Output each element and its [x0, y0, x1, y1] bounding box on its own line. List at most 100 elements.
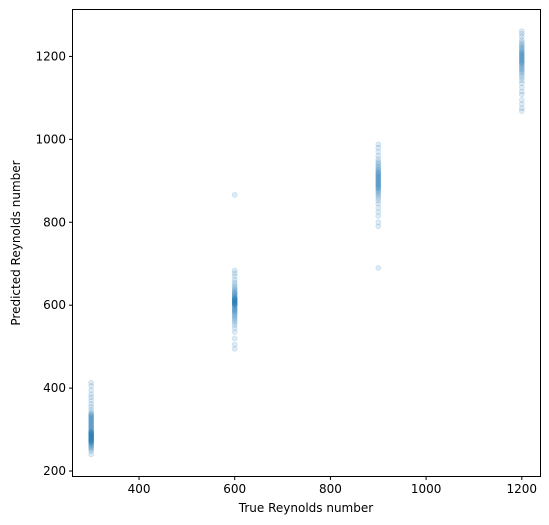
data-point: [375, 174, 382, 181]
data-point: [375, 178, 382, 184]
data-point: [519, 51, 525, 58]
data-point: [231, 283, 238, 290]
data-point: [231, 279, 238, 286]
data-point: [375, 178, 382, 185]
data-point: [375, 181, 382, 187]
data-point: [231, 306, 238, 313]
data-point: [88, 435, 94, 442]
data-point: [519, 84, 525, 91]
data-point: [231, 285, 238, 291]
data-point: [519, 61, 525, 67]
data-point: [231, 311, 238, 317]
data-point: [519, 57, 525, 64]
data-point: [375, 204, 382, 211]
data-point: [231, 309, 238, 315]
data-point: [519, 71, 525, 77]
data-point: [231, 289, 238, 296]
data-point: [375, 169, 382, 176]
data-point: [375, 173, 382, 180]
y-tick-label: 800: [43, 215, 66, 229]
data-point: [519, 77, 525, 84]
data-point: [231, 299, 238, 305]
data-point: [231, 345, 238, 352]
data-point: [231, 300, 238, 307]
data-point: [519, 48, 525, 55]
data-point: [88, 439, 94, 445]
data-point: [519, 49, 525, 56]
data-point: [375, 182, 382, 188]
data-point: [88, 422, 94, 429]
data-point: [88, 411, 94, 418]
data-point: [375, 158, 382, 165]
data-point: [88, 451, 94, 458]
y-tick-label: 600: [43, 298, 66, 312]
data-point: [88, 434, 94, 440]
y-tick-label: 400: [43, 381, 66, 395]
data-point: [88, 412, 94, 419]
data-point: [231, 298, 238, 304]
data-point: [519, 68, 525, 74]
data-point: [88, 379, 94, 386]
y-axis-label: Predicted Reynolds number: [9, 160, 23, 325]
data-point: [88, 406, 94, 413]
x-axis-label: True Reynolds number: [238, 501, 373, 515]
data-point: [519, 30, 525, 37]
data-point: [88, 448, 94, 454]
data-point: [375, 213, 382, 219]
data-point: [231, 302, 238, 308]
data-point: [88, 433, 94, 440]
data-point: [88, 438, 94, 444]
data-point: [519, 59, 525, 66]
data-point: [519, 101, 525, 107]
data-point: [519, 66, 525, 73]
data-point: [231, 287, 238, 294]
data-point: [231, 307, 238, 313]
data-point: [231, 293, 238, 299]
data-point: [375, 148, 382, 155]
data-point: [375, 191, 382, 198]
x-tick-label: 600: [223, 482, 246, 496]
y-tick-label: 1000: [35, 132, 66, 146]
data-point: [519, 46, 525, 52]
data-point: [519, 53, 525, 60]
plot-frame: [72, 9, 541, 477]
data-point: [375, 185, 382, 192]
data-point: [375, 176, 382, 182]
data-point: [88, 420, 94, 426]
data-point: [375, 186, 382, 192]
data-point: [375, 141, 382, 148]
data-point: [88, 430, 94, 436]
data-point: [88, 437, 94, 444]
data-point: [88, 425, 94, 432]
data-point: [231, 281, 238, 288]
data-point: [231, 322, 238, 328]
x-axis-ticks: 400 600 800 1000 1200: [128, 476, 537, 496]
data-point: [231, 295, 238, 302]
data-point: [519, 60, 525, 66]
data-point: [88, 431, 94, 438]
data-point: [375, 153, 382, 159]
data-point: [375, 195, 382, 202]
data-point: [231, 341, 238, 348]
data-point: [88, 421, 94, 428]
data-point: [519, 75, 525, 81]
data-point: [519, 61, 525, 68]
data-point: [519, 88, 525, 95]
data-point: [88, 409, 94, 415]
data-point: [231, 299, 238, 306]
data-point: [88, 391, 94, 398]
data-point: [231, 316, 238, 323]
data-point: [519, 105, 525, 112]
data-point: [519, 39, 525, 45]
data-point: [88, 394, 94, 401]
data-point: [88, 416, 94, 423]
data-point: [519, 63, 525, 69]
data-point: [375, 160, 382, 167]
data-point: [519, 50, 525, 56]
data-point: [88, 435, 94, 442]
data-point: [231, 299, 238, 306]
data-point: [519, 43, 525, 50]
data-point: [375, 182, 382, 189]
data-point: [88, 427, 94, 434]
data-point: [88, 444, 94, 450]
